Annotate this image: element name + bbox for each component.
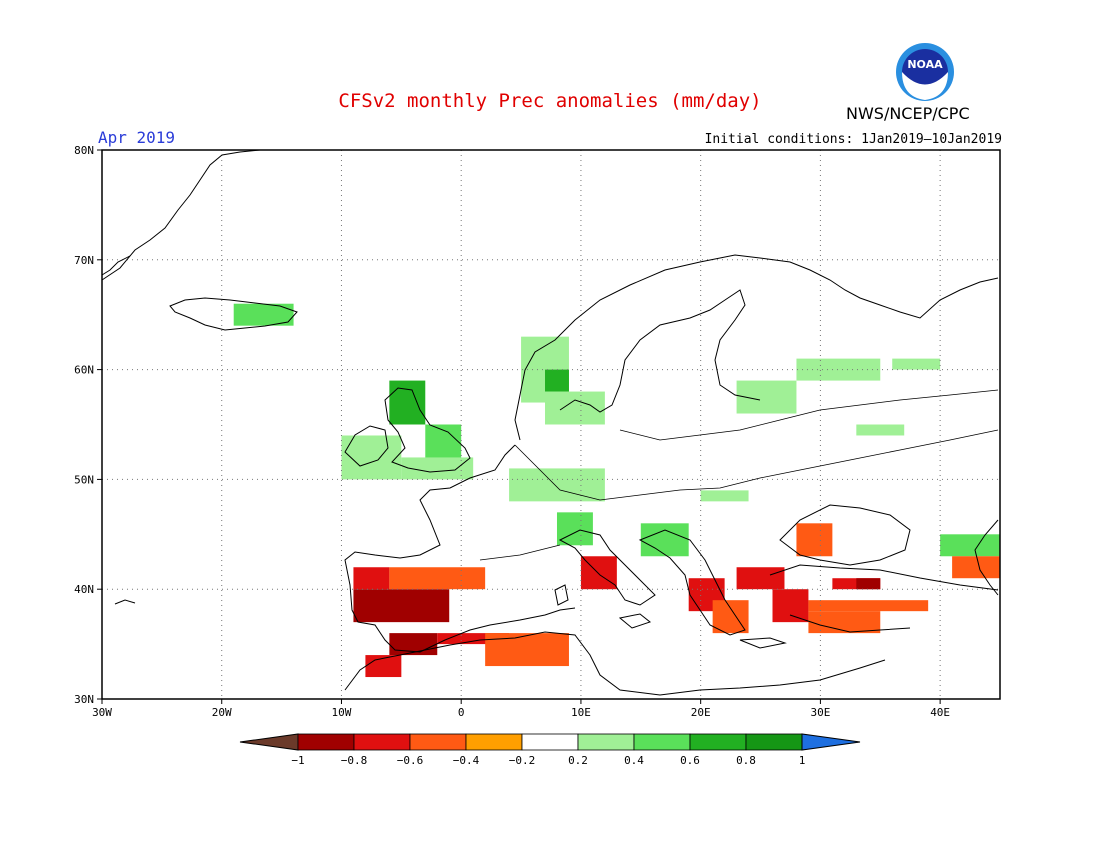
color-legend: −1 −0.8 −0.6 −0.4 −0.2 0.2 0.4 0.6 0.8 1 (239, 733, 861, 767)
coastlines (101, 149, 999, 696)
anomaly-cell (389, 567, 486, 590)
anomaly-cell (796, 523, 833, 557)
anomaly-cell (772, 589, 809, 623)
border-pyrenees-alps (479, 544, 561, 561)
coast-turkey-south (789, 614, 911, 633)
coast-turkey-north (769, 564, 999, 591)
legend-label: 0.2 (568, 754, 588, 767)
legend-label: 0.8 (736, 754, 756, 767)
agency-label: NWS/NCEP/CPC (846, 104, 970, 123)
anomaly-cell (485, 633, 569, 667)
anomaly-cell (556, 512, 593, 546)
lat-label: 40N (74, 583, 94, 596)
lat-label: 70N (74, 254, 94, 267)
map-frame (101, 149, 1001, 700)
initial-conditions: Initial conditions: 1Jan2019–10Jan2019 (704, 132, 1002, 147)
longitude-labels: 30W 20W 10W 0 10E 20E 30E 40E (92, 699, 950, 719)
anomaly-cells (233, 303, 1000, 678)
legend-label: 1 (799, 754, 806, 767)
legend-swatch (409, 733, 467, 751)
coast-iberia-france (344, 444, 576, 653)
lon-label: 0 (458, 706, 465, 719)
lat-label: 50N (74, 473, 94, 486)
coast-scandinavia (514, 254, 999, 441)
lon-label: 30W (92, 706, 112, 719)
legend-swatch (353, 733, 411, 751)
legend-high-arrow (801, 733, 861, 751)
anomaly-cell (808, 600, 929, 612)
coast-ireland (344, 425, 389, 467)
logo-text: NOAA (907, 58, 943, 71)
map-title: CFSv2 monthly Prec anomalies (mm/day) (338, 90, 762, 112)
anomaly-cell (796, 358, 881, 381)
lat-label: 80N (74, 144, 94, 157)
lon-label: 10E (571, 706, 591, 719)
lon-label: 40E (930, 706, 950, 719)
legend-swatch (633, 733, 691, 751)
legend-label: −0.4 (453, 754, 480, 767)
anomaly-cell (700, 490, 749, 502)
anomaly-cell (545, 369, 569, 392)
anomaly-cell (233, 303, 294, 326)
legend-swatch (577, 733, 635, 751)
anomaly-cell (856, 578, 881, 590)
anomaly-cell (401, 457, 474, 480)
lat-label: 30N (74, 693, 94, 706)
coast-balkans (638, 529, 746, 636)
coast-greenland-b (101, 255, 131, 276)
coast-north-africa (344, 631, 886, 696)
forecast-month: Apr 2019 (98, 128, 176, 147)
legend-label: 0.6 (680, 754, 700, 767)
coast-sardinia (554, 584, 569, 606)
coast-black-sea (779, 504, 911, 566)
coast-sicily (618, 613, 652, 629)
coast-italy (558, 529, 656, 606)
lon-label: 10W (332, 706, 352, 719)
anomaly-cell (437, 633, 510, 645)
legend-swatch (465, 733, 523, 751)
lon-label: 20W (212, 706, 232, 719)
anomaly-cell (736, 567, 785, 590)
anomaly-cell (952, 556, 1000, 579)
legend-swatch (745, 733, 803, 751)
anomaly-cell (712, 600, 749, 634)
legend-label: −1 (291, 754, 304, 767)
legend-label: 0.4 (624, 754, 644, 767)
coast-greenland (101, 149, 261, 281)
coast-crete (739, 637, 787, 649)
anomaly-cell (545, 391, 605, 425)
legend-swatch (689, 733, 747, 751)
legend-swatch (297, 733, 355, 751)
legend-label: −0.8 (341, 754, 368, 767)
legend-swatch (521, 733, 579, 751)
anomaly-cell (892, 358, 941, 370)
anomaly-cell (856, 424, 905, 436)
legend-label: −0.2 (509, 754, 536, 767)
anomaly-cell (353, 567, 390, 590)
border-central-europe (514, 429, 999, 501)
legend-label: −0.6 (397, 754, 424, 767)
coast-baltic (559, 289, 761, 413)
coast-great-britain (384, 387, 471, 473)
legend-low-arrow (239, 733, 299, 751)
lon-label: 20E (691, 706, 711, 719)
lon-label: 30E (810, 706, 830, 719)
coast-azores (114, 599, 136, 605)
noaa-logo-icon: NOAA (896, 43, 954, 101)
anomaly-cell (389, 380, 426, 425)
anomaly-cell (509, 468, 605, 502)
anomaly-cell (940, 534, 1000, 557)
anomaly-cell (808, 611, 881, 634)
coast-iceland (169, 297, 298, 331)
lat-label: 60N (74, 364, 94, 377)
border-eastern-europe (619, 389, 999, 441)
latitude-labels: 80N 70N 60N 50N 40N 30N (74, 144, 102, 706)
coast-caspian (974, 519, 999, 596)
anomaly-cell (353, 589, 450, 623)
anomaly-cell (640, 523, 689, 557)
